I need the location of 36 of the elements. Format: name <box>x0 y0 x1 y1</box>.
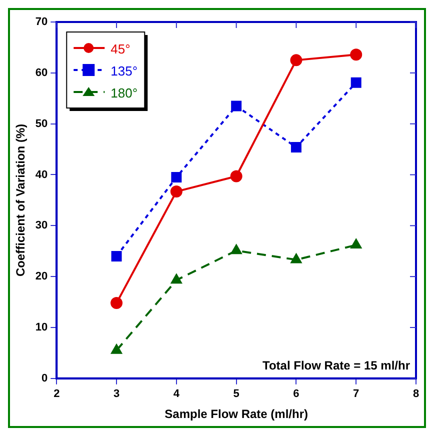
point <box>230 170 242 182</box>
y-tick-label: 70 <box>35 16 48 28</box>
x-axis-title: Sample Flow Rate (ml/hr) <box>164 407 308 422</box>
legend-label: 135° <box>110 64 138 79</box>
y-tick-label: 50 <box>35 118 48 130</box>
point <box>350 239 362 249</box>
legend-label: 45° <box>110 42 130 57</box>
y-tick-label: 40 <box>35 168 48 181</box>
x-tick-label: 2 <box>54 388 60 400</box>
legend-label: 180° <box>110 86 138 101</box>
point <box>231 100 242 112</box>
point <box>230 244 242 254</box>
x-tick-label: 7 <box>353 388 360 400</box>
y-tick-label: 10 <box>35 322 48 334</box>
y-tick-label: 30 <box>35 220 48 232</box>
point <box>350 77 362 88</box>
point <box>350 48 362 61</box>
x-tick-label: 6 <box>293 388 300 400</box>
point <box>111 344 122 354</box>
y-axis-title: Coefficient of Variation (%) <box>14 124 28 277</box>
point <box>171 274 182 284</box>
annotation: Total Flow Rate = 15 ml/hr <box>262 358 410 373</box>
x-tick-label: 8 <box>412 388 420 400</box>
point <box>290 54 302 66</box>
point <box>170 186 182 198</box>
point <box>171 172 182 183</box>
point <box>290 254 302 264</box>
point <box>290 142 302 152</box>
y-tick-label: 20 <box>35 270 48 283</box>
x-tick-label: 4 <box>173 388 180 400</box>
point <box>111 250 122 262</box>
x-tick-label: 3 <box>113 388 120 400</box>
point <box>110 297 123 310</box>
y-tick-label: 0 <box>42 372 48 384</box>
x-tick-label: 5 <box>233 388 240 400</box>
y-tick-label: 60 <box>35 66 48 79</box>
